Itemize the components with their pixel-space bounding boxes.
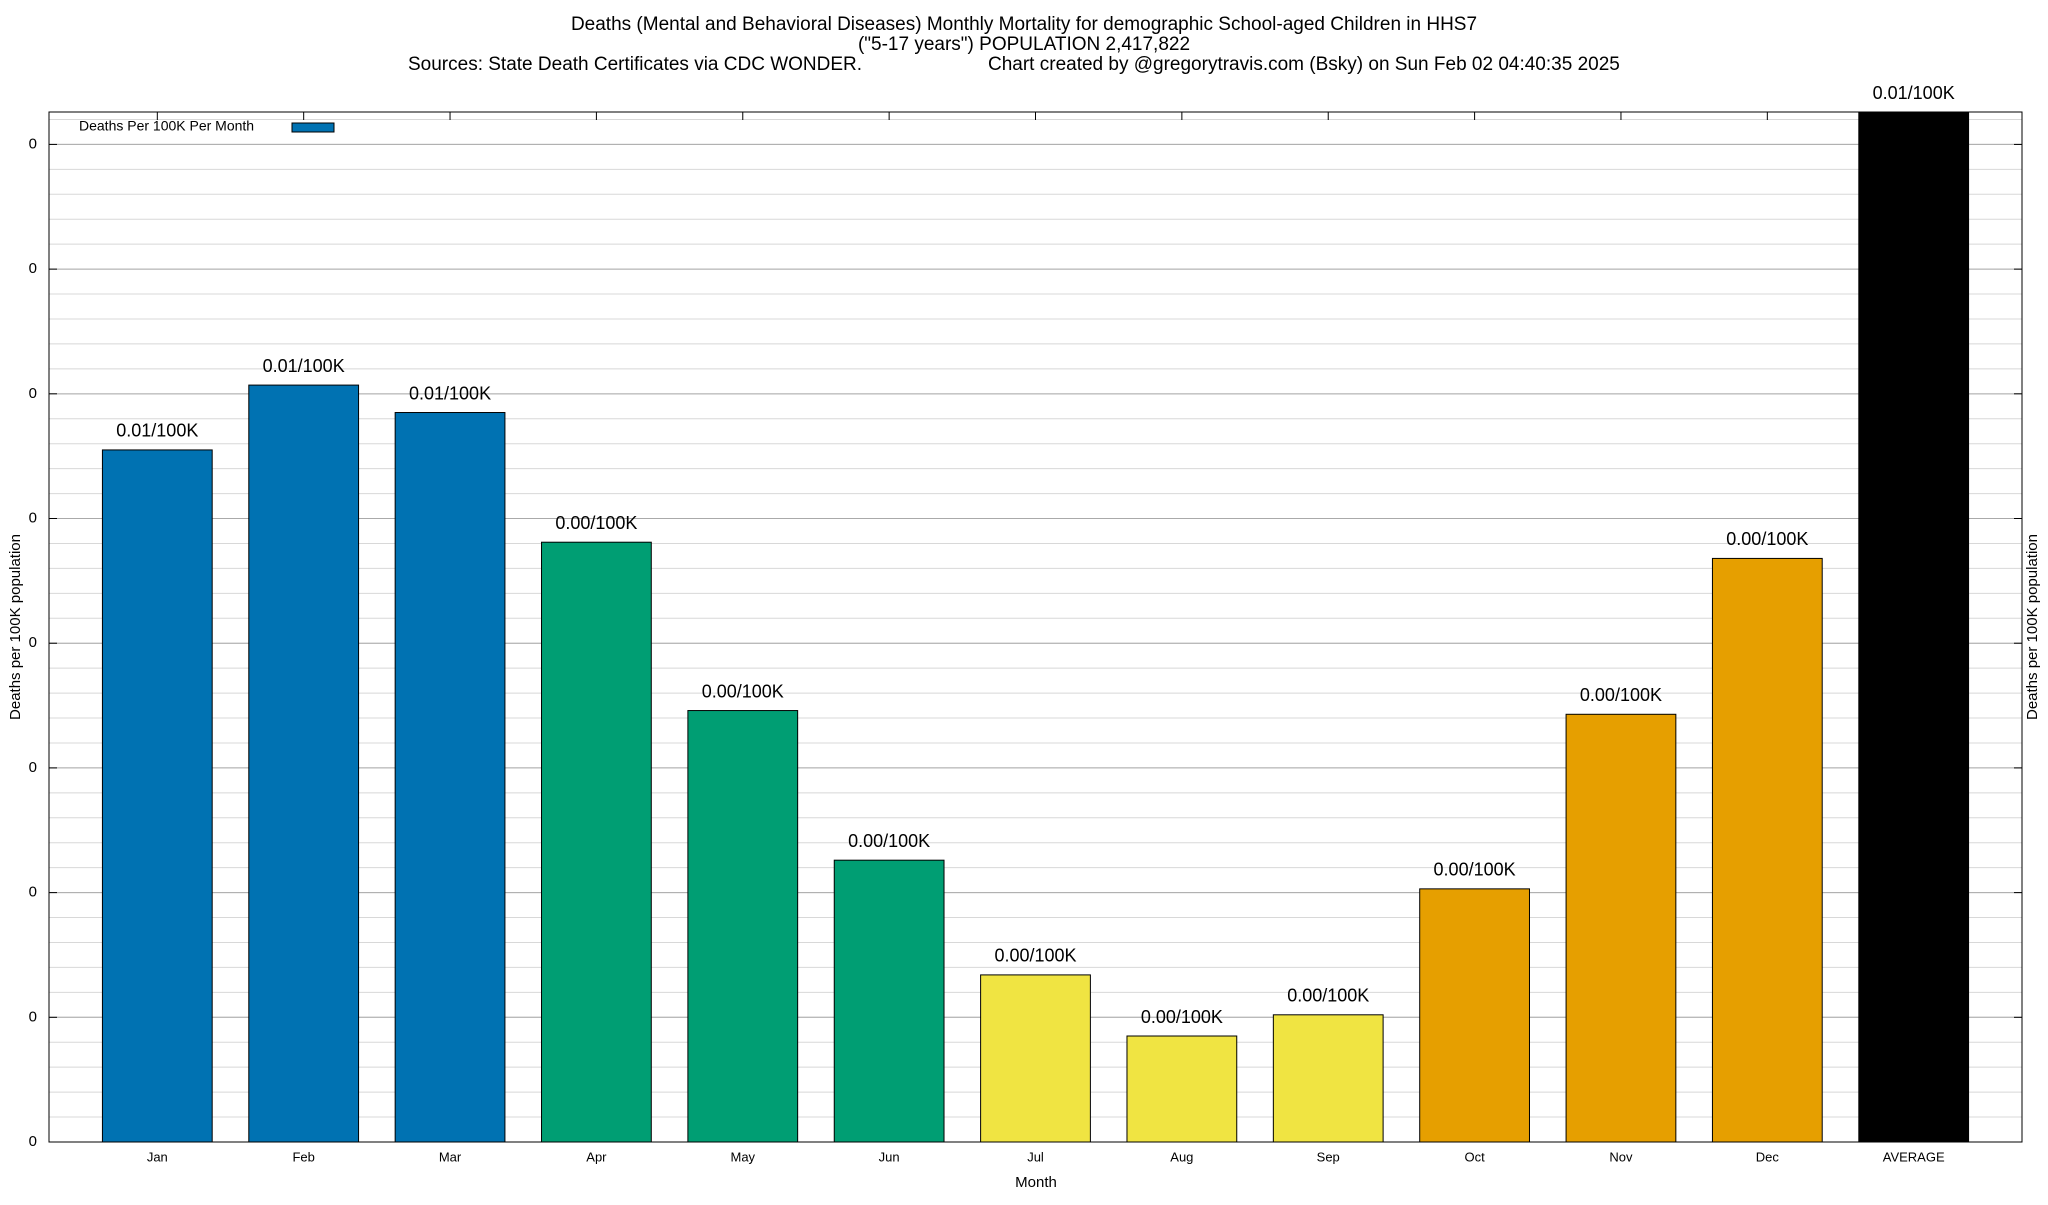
- value-label: 0.00/100K: [702, 681, 784, 701]
- chart-title: Deaths (Mental and Behavioral Diseases) …: [571, 14, 1477, 35]
- y-tick-label: 0: [29, 634, 37, 651]
- y-tick-label: 0: [29, 260, 37, 277]
- value-label: 0.00/100K: [994, 946, 1076, 966]
- y-axis-label: Deaths per 100K population: [7, 534, 24, 720]
- bar: [1565, 713, 1677, 1143]
- chart-source: Sources: State Death Certificates via CD…: [408, 54, 862, 75]
- x-tick-label: Dec: [1756, 1149, 1780, 1164]
- y-tick-label: 0: [29, 1008, 37, 1025]
- bar: [248, 384, 360, 1143]
- value-label: 0.01/100K: [1873, 83, 1955, 103]
- bar: [1126, 1035, 1238, 1143]
- plot-frame: [48, 111, 2023, 1143]
- y-tick-label: 0: [29, 759, 37, 776]
- value-label: 0.00/100K: [555, 513, 637, 533]
- bar: [1419, 888, 1530, 1143]
- x-tick-label: May: [730, 1149, 755, 1164]
- x-tick-label: Jun: [879, 1149, 900, 1164]
- x-tick-label: AVERAGE: [1883, 1149, 1945, 1164]
- x-tick-label: Aug: [1170, 1149, 1193, 1164]
- y-tick-label: 0: [29, 135, 37, 152]
- y-tick-label: 0: [29, 884, 37, 901]
- x-tick-label: Apr: [586, 1149, 607, 1164]
- value-label: 0.00/100K: [1287, 986, 1369, 1006]
- value-label: 0.01/100K: [409, 383, 491, 403]
- value-label: 0.01/100K: [116, 421, 198, 441]
- bar: [1858, 111, 1970, 1143]
- bar: [101, 449, 213, 1143]
- value-label: 0.01/100K: [263, 356, 345, 376]
- chart-credit: Chart created by @gregorytravis.com (Bsk…: [988, 54, 1620, 75]
- y-tick-label: 0: [29, 1133, 37, 1150]
- x-tick-label: Jan: [147, 1149, 168, 1164]
- bar: [1711, 557, 1823, 1143]
- value-label: 0.00/100K: [1141, 1007, 1223, 1027]
- value-label: 0.00/100K: [1580, 685, 1662, 705]
- x-tick-label: Sep: [1317, 1149, 1340, 1164]
- x-tick-label: Jul: [1027, 1149, 1044, 1164]
- value-label: 0.00/100K: [1726, 529, 1808, 549]
- bar: [1272, 1014, 1384, 1143]
- legend-label: Deaths Per 100K Per Month: [79, 118, 254, 134]
- bar: [833, 859, 945, 1143]
- x-tick-label: Nov: [1609, 1149, 1633, 1164]
- bar: [687, 710, 799, 1143]
- legend-swatch: [291, 122, 335, 133]
- value-label: 0.00/100K: [1434, 860, 1516, 880]
- y-tick-label: 0: [29, 385, 37, 402]
- x-tick-label: Feb: [292, 1149, 314, 1164]
- x-tick-label: Oct: [1464, 1149, 1485, 1164]
- value-label: 0.00/100K: [848, 831, 930, 851]
- x-tick-label: Mar: [439, 1149, 462, 1164]
- bar: [541, 541, 652, 1143]
- y2-axis-label: Deaths per 100K population: [2024, 534, 2041, 720]
- bar: [980, 974, 1091, 1143]
- bar: [394, 412, 506, 1143]
- x-axis-label: Month: [1015, 1174, 1057, 1191]
- y-tick-label: 0: [29, 509, 37, 526]
- chart-subtitle: ("5-17 years") POPULATION 2,417,822: [858, 34, 1190, 55]
